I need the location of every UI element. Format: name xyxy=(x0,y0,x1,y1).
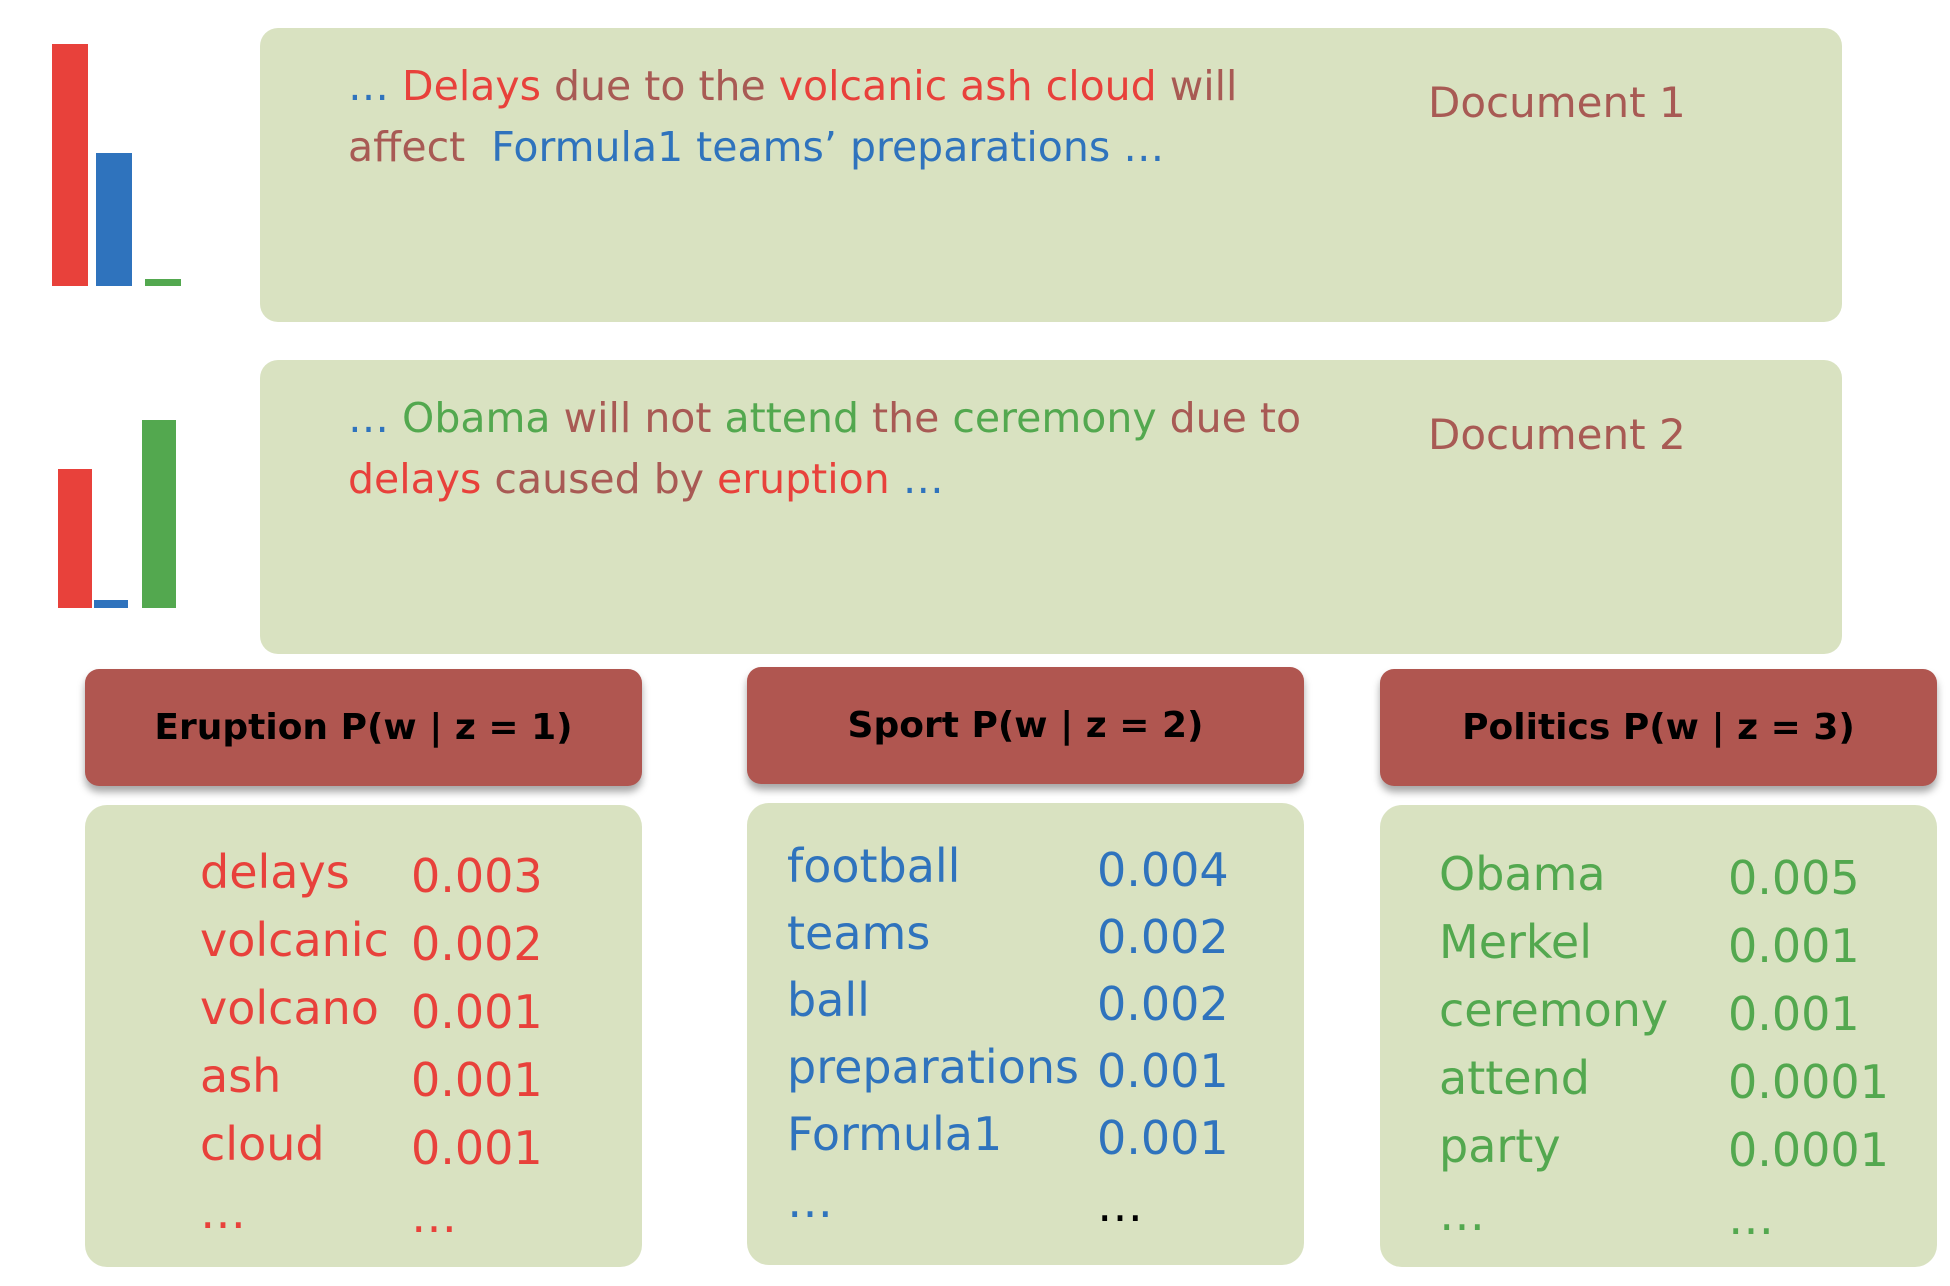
doc1-bar-eruption xyxy=(52,44,88,286)
topic-word: Merkel xyxy=(1439,915,1592,969)
doc1-bar-politics xyxy=(145,279,181,286)
topic-word: … xyxy=(200,1185,246,1239)
doc-token: eruption xyxy=(717,455,890,503)
topic-word-prob: 0.001 xyxy=(1097,1111,1229,1165)
topic-word-prob: … xyxy=(1097,1178,1143,1232)
doc-token: affect xyxy=(348,123,492,171)
doc2-bar-politics xyxy=(142,420,176,608)
doc-token: delays xyxy=(348,455,482,503)
topic-word: preparations xyxy=(787,1040,1079,1094)
topic-word: delays xyxy=(200,845,350,899)
topic-word-prob: 0.002 xyxy=(1097,977,1229,1031)
topic-word-prob: … xyxy=(411,1189,457,1243)
doc2-topic-bars xyxy=(52,420,202,608)
document-1-label: Document 1 xyxy=(1428,78,1686,127)
topic-header-sport: Sport P(w | z = 2) xyxy=(747,667,1304,784)
topic-word-prob: 0.004 xyxy=(1097,843,1229,897)
document-2-text: … Obama will not attend the ceremony due… xyxy=(348,388,1348,510)
doc1-topic-bars xyxy=(52,44,202,286)
topic-word: volcanic xyxy=(200,913,389,967)
doc-token: the xyxy=(859,394,953,442)
topic-word: cloud xyxy=(200,1117,325,1171)
topic-word: … xyxy=(787,1174,833,1228)
document-1-text: … Delays due to the volcanic ash cloud w… xyxy=(348,56,1348,178)
doc-token: Formula1 teams’ preparations … xyxy=(491,123,1165,171)
topic-word: … xyxy=(1439,1187,1485,1241)
doc-token: volcanic ash cloud xyxy=(778,62,1157,110)
doc-token: will not xyxy=(550,394,725,442)
doc-token: caused by xyxy=(481,455,718,503)
topic-word-prob: 0.001 xyxy=(1097,1044,1229,1098)
topic-word-prob: … xyxy=(1728,1191,1774,1245)
document-2-line-1: … Obama will not attend the ceremony due… xyxy=(348,388,1348,449)
topic-word: volcano xyxy=(200,981,379,1035)
topic-word-prob: 0.002 xyxy=(411,917,543,971)
topic-word: teams xyxy=(787,906,931,960)
topic-word: Formula1 xyxy=(787,1107,1003,1161)
topic-word-prob: 0.001 xyxy=(1728,987,1860,1041)
topic-panel-eruption: delays 0.003 volcanic 0.002 volcano 0.001 ash 0… xyxy=(85,805,642,1267)
doc1-bar-sport xyxy=(96,153,132,286)
doc-token: … xyxy=(348,62,403,110)
doc-token: attend xyxy=(724,394,860,442)
doc-token: will xyxy=(1156,62,1238,110)
doc-token: Obama xyxy=(402,394,551,442)
document-1-line-2: affect Formula1 teams’ preparations … xyxy=(348,117,1348,178)
topic-word: attend xyxy=(1439,1051,1590,1105)
topic-word: ball xyxy=(787,973,870,1027)
topic-word-prob: 0.003 xyxy=(411,849,543,903)
doc-token: due to xyxy=(1156,394,1302,442)
doc-token: … xyxy=(348,394,403,442)
document-1-line-1: … Delays due to the volcanic ash cloud w… xyxy=(348,56,1348,117)
doc-token: ceremony xyxy=(952,394,1157,442)
topic-word: ash xyxy=(200,1049,282,1103)
doc2-bar-sport xyxy=(94,600,128,608)
doc-token: Delays xyxy=(402,62,541,110)
topic-word-prob: 0.001 xyxy=(411,1053,543,1107)
topic-word-prob: 0.0001 xyxy=(1728,1123,1889,1177)
doc2-bar-eruption xyxy=(58,469,92,608)
topic-word: football xyxy=(787,839,961,893)
topic-word-prob: 0.001 xyxy=(1728,919,1860,973)
topic-word: ceremony xyxy=(1439,983,1669,1037)
document-1-panel: … Delays due to the volcanic ash cloud w… xyxy=(260,28,1842,322)
document-2-label: Document 2 xyxy=(1428,410,1686,459)
document-2-panel: … Obama will not attend the ceremony due… xyxy=(260,360,1842,654)
doc-token: … xyxy=(889,455,944,503)
topic-word-prob: 0.002 xyxy=(1097,910,1229,964)
doc-token: due to the xyxy=(540,62,779,110)
topic-header-politics: Politics P(w | z = 3) xyxy=(1380,669,1937,786)
topic-header-eruption: Eruption P(w | z = 1) xyxy=(85,669,642,786)
topic-word-prob: 0.0001 xyxy=(1728,1055,1889,1109)
topic-word: Obama xyxy=(1439,847,1606,901)
topic-word-prob: 0.001 xyxy=(411,985,543,1039)
topic-word-prob: 0.001 xyxy=(411,1121,543,1175)
topic-panel-sport: football 0.004 teams 0.002 ball 0.002 preparat… xyxy=(747,803,1304,1265)
topic-panel-politics: Obama 0.005 Merkel 0.001 ceremony 0.001 attend… xyxy=(1380,805,1937,1267)
document-2-line-2: delays caused by eruption … xyxy=(348,449,1348,510)
topic-word: party xyxy=(1439,1119,1561,1173)
topic-word-prob: 0.005 xyxy=(1728,851,1860,905)
